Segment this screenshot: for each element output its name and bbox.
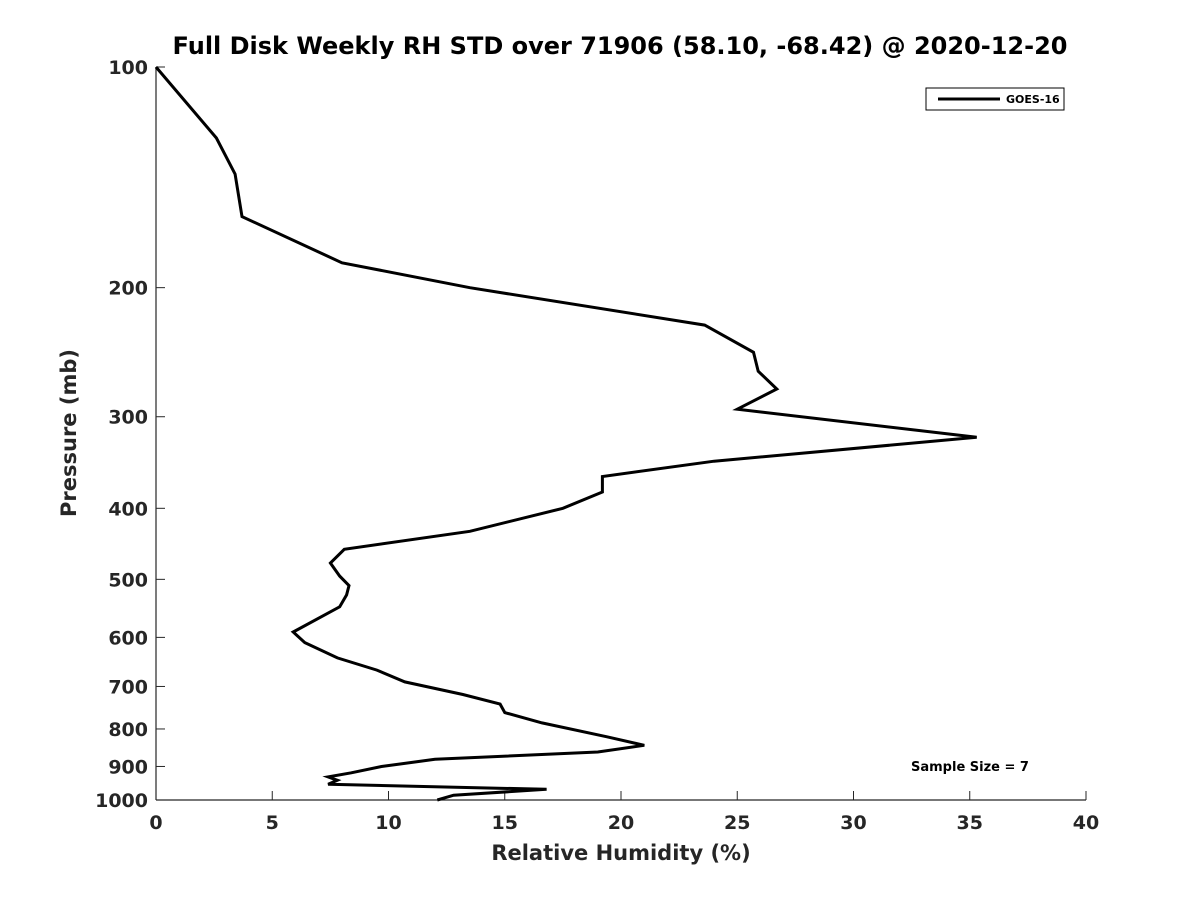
x-tick-label: 40	[1073, 812, 1099, 834]
series-line-goes-16	[154, 66, 977, 802]
x-tick-label: 10	[375, 812, 401, 834]
y-tick-label: 200	[108, 278, 148, 300]
y-tick-label: 600	[108, 627, 148, 649]
legend: GOES-16	[925, 87, 1065, 111]
y-tick-label: 800	[108, 719, 148, 741]
x-tick-label: 25	[724, 812, 750, 834]
y-tick-label: 500	[108, 569, 148, 591]
plot-area	[156, 67, 1086, 800]
series-layer	[154, 66, 977, 802]
y-axis-label: Pressure (mb)	[57, 349, 81, 517]
y-tick-label: 100	[108, 57, 148, 79]
y-tick-label: 1000	[95, 790, 148, 812]
y-tick-label: 900	[108, 756, 148, 778]
x-tick-label: 15	[492, 812, 518, 834]
y-tick-label: 400	[108, 498, 148, 520]
sample-size-annotation: Sample Size = 7	[911, 760, 1029, 775]
x-tick-label: 30	[840, 812, 866, 834]
chart-title: Full Disk Weekly RH STD over 71906 (58.1…	[173, 32, 1068, 60]
axes: 0 5 10 15 20 25 30 35 40 100 200 300 400 500 600 700 800…	[95, 57, 1099, 834]
x-tick-label: 5	[266, 812, 279, 834]
y-tick-label: 700	[108, 676, 148, 698]
x-tick-label: 35	[957, 812, 983, 834]
y-tick-label: 300	[108, 407, 148, 429]
x-tick-label: 0	[149, 812, 162, 834]
x-tick-label: 20	[608, 812, 634, 834]
legend-label-goes-16: GOES-16	[1006, 93, 1060, 106]
x-axis-label: Relative Humidity (%)	[491, 841, 750, 865]
